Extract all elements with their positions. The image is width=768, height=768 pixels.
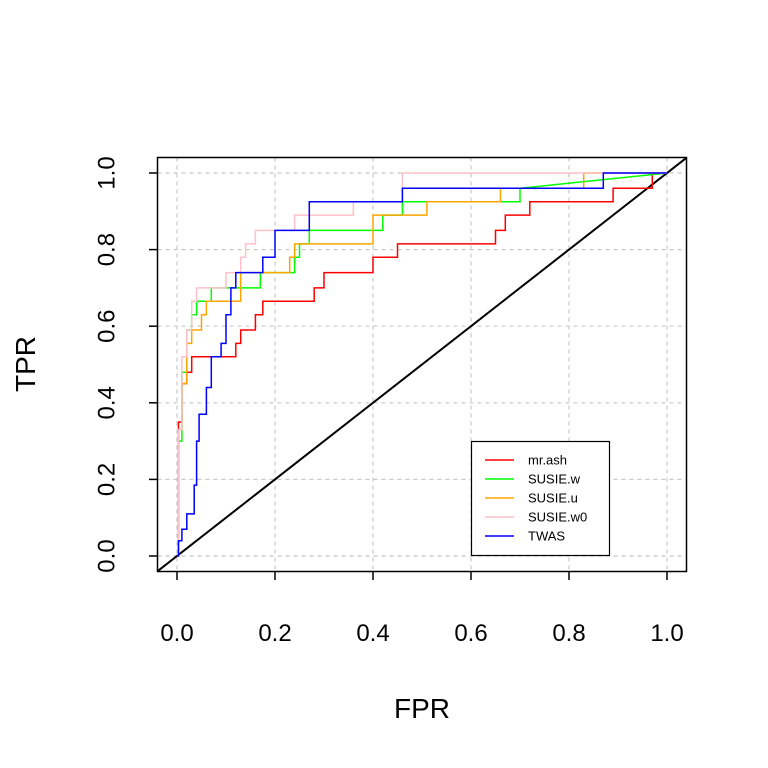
legend-label-mr-ash: mr.ash: [528, 453, 567, 468]
x-axis-title: FPR: [394, 693, 450, 724]
x-tick-label-1: 0.2: [258, 620, 291, 647]
legend-label-susie-u: SUSIE.u: [528, 491, 578, 506]
plot-frame: [156, 156, 688, 573]
x-axis: 0.0 0.2 0.4 0.6 0.8 1.0: [160, 571, 684, 647]
y-tick-label-1: 0.2: [93, 463, 120, 496]
legend: mr.ash SUSIE.w SUSIE.u SUSIE.w0 TWAS: [470, 440, 611, 557]
series-line-susie-u: [177, 172, 667, 557]
x-tick-label-4: 0.8: [552, 620, 585, 647]
x-tick-label-5: 1.0: [650, 620, 683, 647]
y-tick-label-5: 1.0: [93, 156, 120, 189]
y-tick-label-2: 0.4: [93, 386, 120, 419]
x-tick-label-2: 0.4: [356, 620, 389, 647]
series-line-susie-w0: [177, 172, 667, 557]
y-tick-label-4: 0.8: [93, 233, 120, 266]
y-axis-title: TPR: [10, 336, 41, 392]
legend-label-susie-w0: SUSIE.w0: [528, 510, 587, 525]
series-line-twas: [177, 172, 667, 557]
legend-label-twas: TWAS: [528, 529, 565, 544]
diagonal-line: [156, 156, 688, 573]
y-tick-label-3: 0.6: [93, 310, 120, 343]
legend-label-susie-w: SUSIE.w: [528, 472, 581, 487]
y-axis: 0.0 0.2 0.4 0.6 0.8 1.0: [93, 156, 158, 573]
x-tick-label-0: 0.0: [160, 620, 193, 647]
diagonal-reference: [156, 156, 688, 573]
series-lines: [177, 172, 668, 557]
y-tick-label-0: 0.0: [93, 539, 120, 572]
x-tick-label-3: 0.6: [454, 620, 487, 647]
